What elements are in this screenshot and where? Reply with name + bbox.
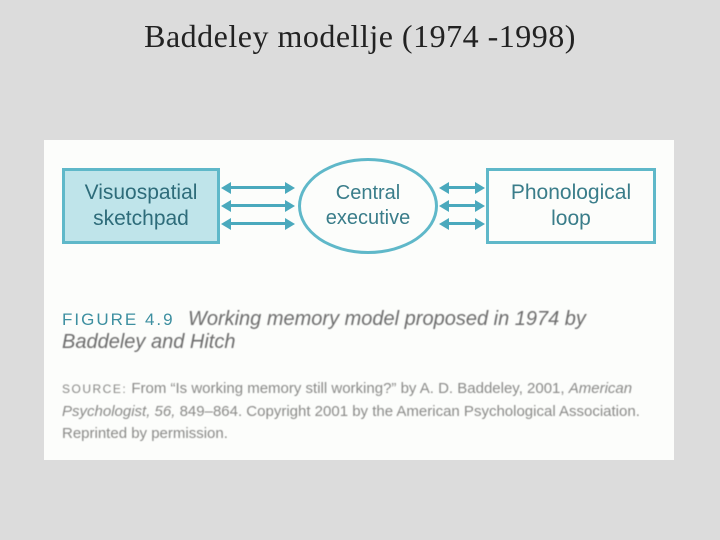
node-label-line: Central	[336, 181, 400, 206]
node-label-line: executive	[326, 206, 411, 231]
arrow-icon	[448, 204, 476, 207]
figure-source: SOURCE: From “Is working memory still wo…	[62, 378, 644, 446]
edge-center-right	[440, 184, 484, 228]
figure-label: FIGURE 4.9	[62, 310, 175, 329]
page-title: Baddeley modellje (1974 -1998)	[0, 0, 720, 55]
arrow-icon	[230, 204, 286, 207]
arrow-icon	[448, 186, 476, 189]
arrow-icon	[230, 186, 286, 189]
node-central-executive: Central executive	[298, 158, 438, 254]
node-phonological-loop: Phonological loop	[486, 168, 656, 244]
working-memory-diagram: Visuospatial sketchpad Central executive…	[44, 140, 674, 290]
slide: Baddeley modellje (1974 -1998) Visuospat…	[0, 0, 720, 540]
arrow-icon	[448, 222, 476, 225]
figure-area: Visuospatial sketchpad Central executive…	[44, 140, 674, 460]
source-label: SOURCE:	[62, 382, 127, 396]
node-label-line: loop	[551, 206, 591, 232]
node-label-line: Visuospatial	[85, 180, 198, 206]
figure-caption: FIGURE 4.9 Working memory model proposed…	[62, 308, 654, 354]
arrow-icon	[230, 222, 286, 225]
source-text: From “Is working memory still working?” …	[131, 380, 568, 397]
node-label-line: sketchpad	[93, 206, 189, 232]
node-label-line: Phonological	[511, 180, 631, 206]
edge-left-center	[222, 184, 296, 228]
node-visuospatial-sketchpad: Visuospatial sketchpad	[62, 168, 220, 244]
